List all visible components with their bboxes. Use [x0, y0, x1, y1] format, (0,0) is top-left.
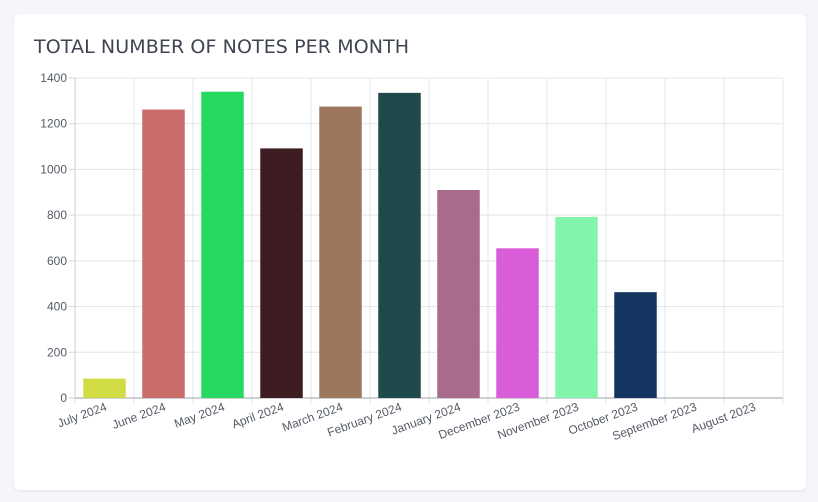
- bar-february-2024: [378, 92, 421, 398]
- bar-may-2024: [201, 91, 244, 398]
- y-tick-label: 1200: [40, 117, 67, 131]
- bar-november-2023: [555, 216, 598, 398]
- x-tick-label: April 2024: [230, 400, 286, 432]
- y-tick-label: 600: [47, 254, 67, 268]
- y-tick-label: 0: [60, 391, 67, 405]
- chart-card: TOTAL NUMBER OF NOTES PER MONTH 0 200 400 6…: [14, 14, 806, 490]
- bar-june-2024: [142, 109, 185, 399]
- bar-december-2023: [496, 248, 539, 398]
- x-tick-label: August 2023: [689, 400, 757, 436]
- bar-january-2024: [437, 190, 480, 398]
- y-tick-label: 400: [47, 300, 67, 314]
- y-tick-label: 200: [47, 345, 67, 359]
- bar-july-2024: [83, 378, 126, 398]
- x-tick-label: June 2024: [110, 400, 168, 432]
- bar-october-2023: [614, 292, 657, 398]
- chart-title: TOTAL NUMBER OF NOTES PER MONTH: [34, 36, 410, 58]
- y-tick-label: 800: [47, 208, 67, 222]
- bar-march-2024: [319, 106, 362, 399]
- bar-april-2024: [260, 148, 303, 398]
- x-tick-label: May 2024: [172, 400, 227, 431]
- y-tick-label: 1000: [40, 162, 67, 176]
- y-tick-label: 1400: [40, 71, 67, 85]
